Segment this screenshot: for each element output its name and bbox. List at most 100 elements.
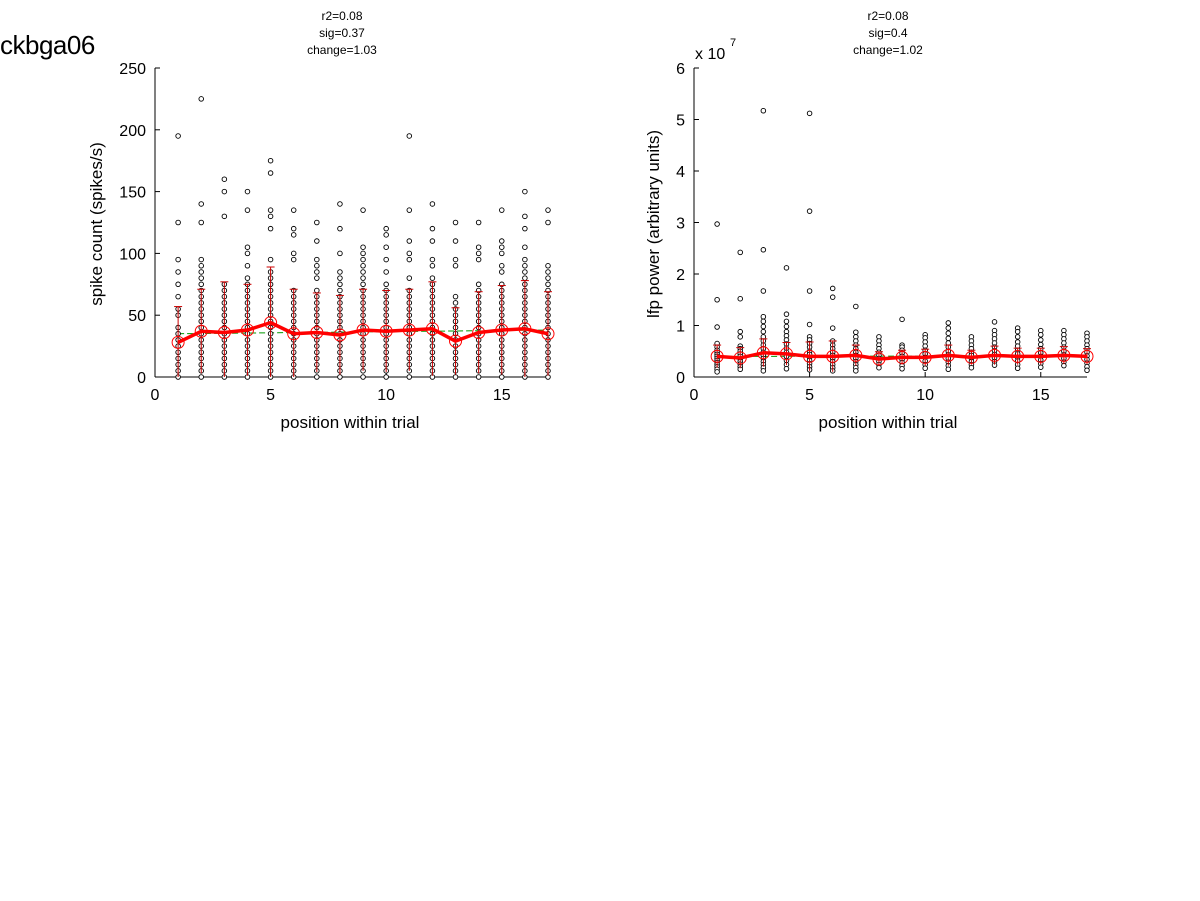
panel-1-trial-point <box>267 256 274 263</box>
panel-1-trial-point <box>314 287 320 294</box>
panel-1-trial-point <box>429 263 436 269</box>
panel-2-mean-marker <box>918 350 932 364</box>
panel-2-trial-point <box>829 294 836 300</box>
panel-1-mean-marker <box>171 335 185 349</box>
panel-2-trial-point <box>1038 332 1044 338</box>
panel-1-y-axis-label: spike count (spikes/s) <box>87 142 106 305</box>
panel-1-trial-point <box>267 225 274 232</box>
panel-1-trial-point <box>337 250 343 257</box>
panel-2-trial-point <box>737 334 743 340</box>
panel-2-trial-point <box>945 330 952 336</box>
panel-1-trial-point <box>545 275 551 281</box>
panel-1-trial-point <box>337 225 343 232</box>
panel-2-trial-point <box>714 324 720 330</box>
panel-1-trial-point <box>383 374 389 380</box>
panel-1-trial-point <box>452 293 459 300</box>
panel-1-mean-marker <box>240 323 254 337</box>
panel-2-annotation-line-2: sig=0.4 <box>868 26 907 40</box>
panel-1-trial-point <box>337 269 343 275</box>
panel-1-trial-point <box>337 281 343 288</box>
panel-1-trial-point <box>314 275 320 281</box>
panel-2-trial-point <box>945 320 952 326</box>
panel-1-trial-point <box>175 281 181 288</box>
panel-2-trial-point <box>760 368 767 374</box>
panel-2-trial-point <box>714 369 720 375</box>
panel-2-trial-point <box>806 321 813 328</box>
panel-1-trial-point <box>198 256 204 263</box>
panel-2-mean-line <box>717 351 1088 361</box>
panel-1-mean-marker <box>541 327 555 341</box>
panel-1-trial-point <box>337 275 343 281</box>
panel-2-trial-point <box>968 364 975 371</box>
panel-2-exponent-power: 7 <box>730 37 736 49</box>
panel-1-trial-point <box>475 256 482 263</box>
panel-2-y-tick-label: 4 <box>676 164 685 181</box>
panel-1-trial-point <box>406 133 413 139</box>
panel-1-trial-point <box>383 269 389 275</box>
panel-1-trial-point <box>475 219 482 226</box>
panel-1-trial-point <box>198 219 204 226</box>
panel-2-trial-point <box>853 368 859 374</box>
panel-1-trial-point <box>499 263 505 269</box>
panel-2-y-tick-label: 0 <box>676 370 685 387</box>
panel-1-trial-point <box>452 238 459 244</box>
panel-1-trial-point <box>244 275 251 281</box>
panel-1-trial-point <box>290 207 297 213</box>
panel-1-trial-point <box>337 374 343 380</box>
panel-1-trial-point <box>499 207 505 213</box>
panel-1-mean-marker <box>495 323 509 337</box>
panel-2-mean-marker <box>1080 349 1094 363</box>
panel-1-trial-point <box>290 232 297 238</box>
panel-2-trial-point <box>783 318 790 325</box>
panel-1-trial-point <box>267 170 274 176</box>
panel-1-trial-point <box>175 269 181 275</box>
panel-1-trial-point <box>383 256 389 263</box>
panel-1-trial-point <box>475 250 482 257</box>
panel-2-y-tick-label: 3 <box>676 216 685 233</box>
panel-2-trial-point <box>1014 328 1021 335</box>
panel-1-trial-point <box>244 263 251 269</box>
panel-1-x-tick-label: 0 <box>151 387 160 404</box>
panel-1-trial-point <box>522 225 528 232</box>
panel-2-mean-marker <box>1011 349 1025 363</box>
panel-1-annotation-line-1: r2=0.08 <box>321 9 362 23</box>
panel-2-x-tick-label: 5 <box>805 387 814 404</box>
panel-1-trial-point <box>360 374 366 380</box>
panel-2-mean-marker <box>756 346 770 360</box>
panel-1-trial-point <box>221 213 228 220</box>
panel-2-trial-point <box>829 325 836 331</box>
panel-1-trial-point <box>360 207 366 213</box>
panel-1-trial-point <box>475 374 482 380</box>
panel-1-trial-point <box>383 244 389 250</box>
panel-1-trial-point <box>198 374 204 380</box>
panel-1-y-tick-label: 50 <box>128 308 146 325</box>
panel-1-trial-point <box>314 219 320 226</box>
panel-1-trial-point <box>314 263 320 269</box>
panel-2-trial-point <box>945 325 952 331</box>
panel-2-trial-point <box>760 107 767 114</box>
panel-1-trial-point <box>337 287 343 294</box>
panel-1-trial-point <box>452 374 459 380</box>
panel-1-trial-point <box>522 213 528 220</box>
panel-1-trial-point <box>406 256 413 263</box>
panel-2-y-axis-label: lfp power (arbitrary units) <box>644 130 663 318</box>
panel-2-y-tick-label: 5 <box>676 113 685 130</box>
panel-2-trial-point <box>783 323 790 330</box>
panel-1-mean-marker <box>425 322 439 336</box>
panel-2-trial-point <box>760 288 767 294</box>
panel-1-x-tick-label: 15 <box>493 387 511 404</box>
panel-2-x-axis-label: position within trial <box>819 413 958 432</box>
panel-2-mean-marker <box>941 348 955 362</box>
panel-1-trial-point <box>175 219 181 226</box>
panel-2-trial-point <box>945 366 952 373</box>
panel-2-trial-point <box>922 365 928 371</box>
panel-2-trial-point <box>829 285 836 292</box>
panel-2-trial-point <box>1014 365 1021 371</box>
panel-2-y-tick-label: 1 <box>676 319 685 336</box>
panel-1-trial-point <box>522 244 528 250</box>
panel-1-trial-point <box>429 238 436 244</box>
panel-2-mean-marker <box>988 348 1002 362</box>
panel-1-trial-point <box>314 374 320 380</box>
panel-1-mean-marker <box>518 322 532 336</box>
